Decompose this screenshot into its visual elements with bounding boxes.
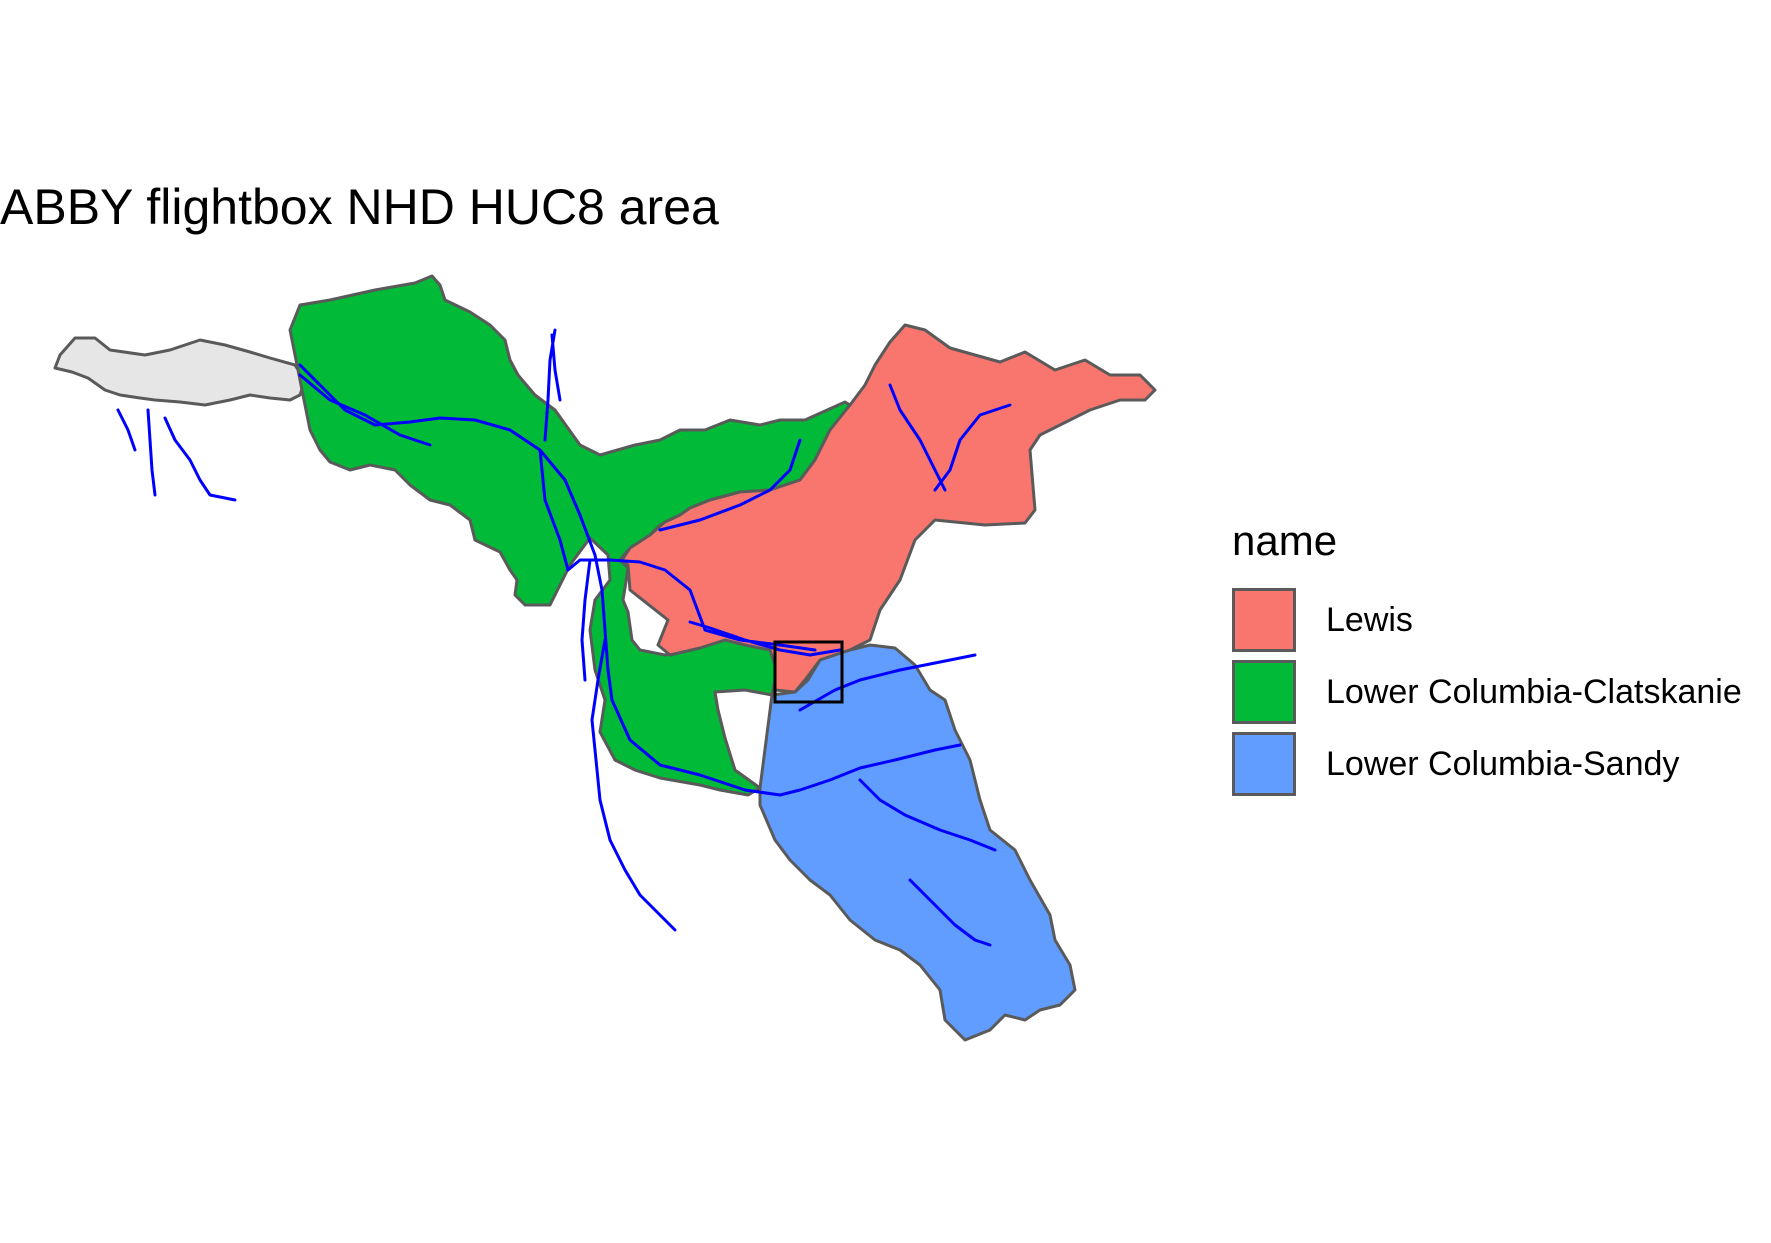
grey-estuary-area xyxy=(53,336,307,407)
legend-item-lower-columbia-sandy: Lower Columbia-Sandy xyxy=(1232,728,1742,800)
huc8-lower-columbia-sandy xyxy=(758,643,1077,1042)
rivers xyxy=(116,328,1012,947)
huc8-lewis xyxy=(620,323,1157,694)
legend-swatch-lower-columbia-sandy xyxy=(1232,732,1296,796)
flightbox xyxy=(773,640,844,704)
legend-swatch-lower-columbia-clatskanie xyxy=(1232,660,1296,724)
legend-label-lower-columbia-clatskanie: Lower Columbia-Clatskanie xyxy=(1326,672,1742,711)
legend-label-lower-columbia-sandy: Lower Columbia-Sandy xyxy=(1326,744,1680,783)
legend-item-lewis: Lewis xyxy=(1232,584,1742,656)
legend-item-lower-columbia-clatskanie: Lower Columbia-Clatskanie xyxy=(1232,656,1742,728)
legend-title: name xyxy=(1232,517,1338,564)
legend-label-lewis: Lewis xyxy=(1326,600,1413,639)
map-title: ABBY flightbox NHD HUC8 area xyxy=(0,179,719,235)
legend-swatch-lewis xyxy=(1232,588,1296,652)
legend: name Lewis Lower Columbia-Clatskanie Low… xyxy=(1232,520,1742,800)
